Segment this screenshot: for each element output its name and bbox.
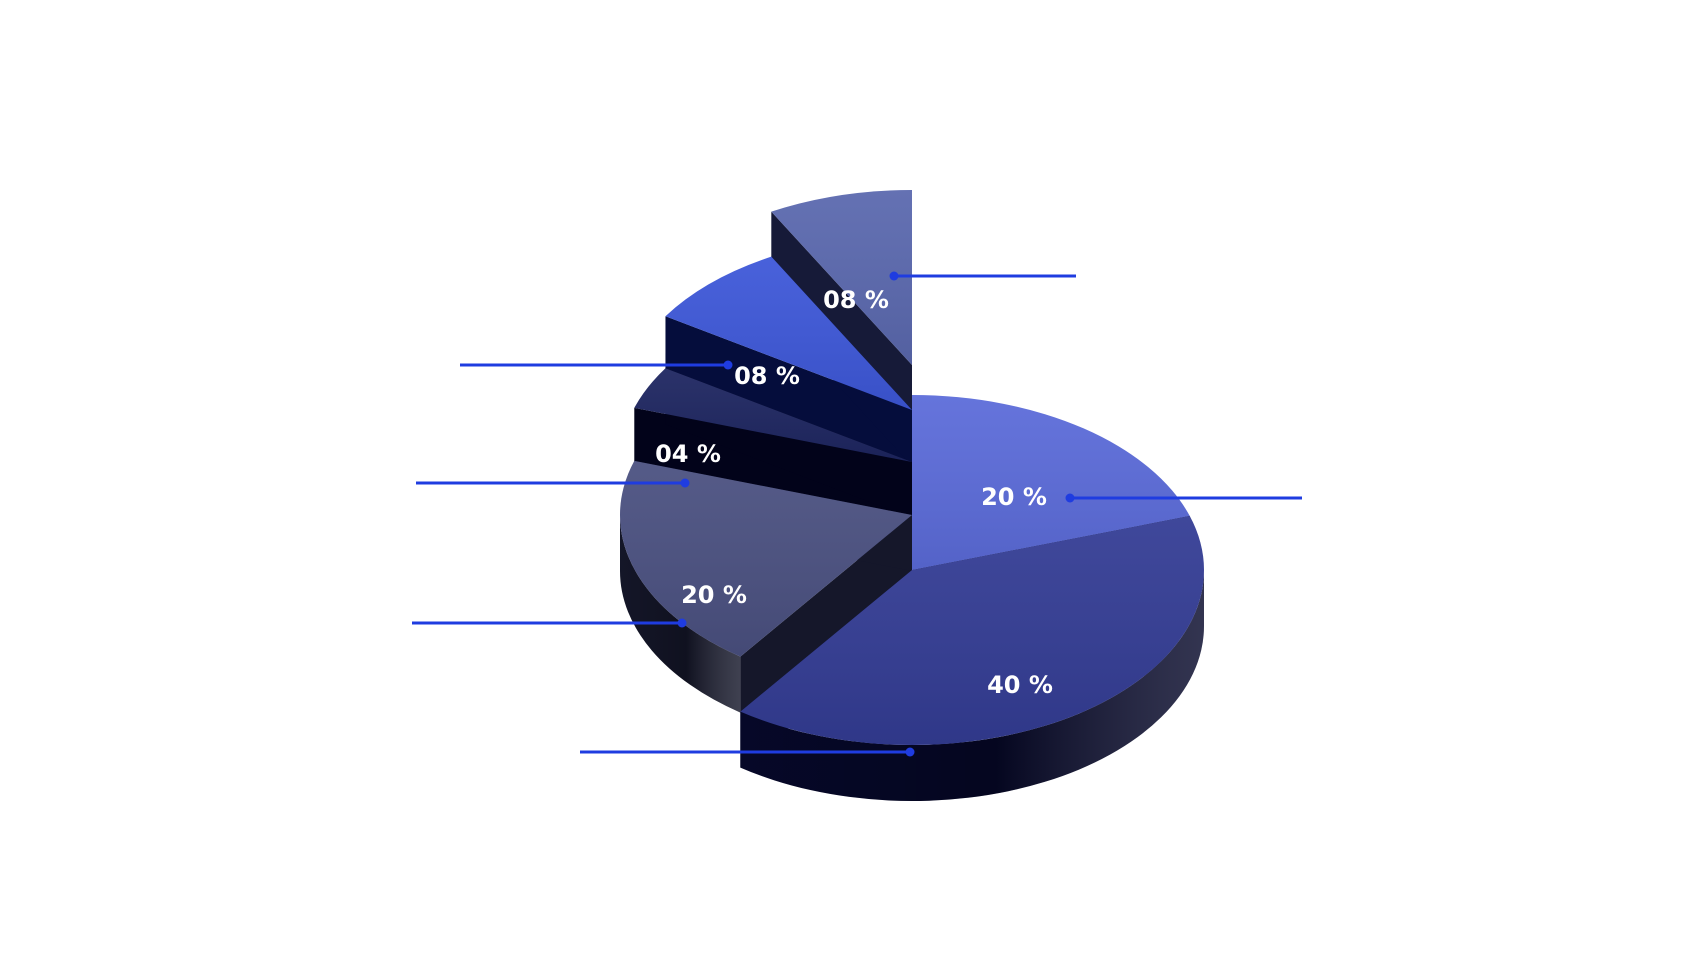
slice-cut-face	[665, 316, 912, 466]
leader-dot	[905, 747, 915, 757]
slice-cut-face	[740, 515, 912, 713]
slice-label: 04 %	[655, 440, 721, 468]
pie-tops	[619, 190, 1205, 746]
pie-slice-shade	[771, 190, 912, 365]
slice-cut-face	[771, 211, 912, 421]
leader-dot	[889, 271, 899, 281]
leader-dot	[677, 618, 687, 628]
pie-slice-shade	[619, 460, 912, 657]
slice-wall-shade	[740, 570, 1204, 801]
pie-slice-shade	[634, 368, 912, 462]
slice-label: 08 %	[823, 286, 889, 314]
slice-wall-shade	[620, 515, 741, 713]
pie-slice-shade	[740, 515, 1205, 746]
slice-label: 20 %	[681, 581, 747, 609]
leader-dot	[1065, 493, 1075, 503]
slice-labels: 20 % 40 % 20 % 04 % 08 % 08 %	[655, 286, 1053, 699]
slice-label: 20 %	[981, 483, 1047, 511]
leader-lines	[412, 271, 1302, 757]
pie-slice-shade	[665, 256, 912, 410]
leader-dot	[723, 360, 733, 370]
slice-label: 40 %	[987, 671, 1053, 699]
slice-label: 08 %	[734, 362, 800, 390]
pie-slice-shade	[912, 395, 1190, 570]
leader-dot	[680, 478, 690, 488]
